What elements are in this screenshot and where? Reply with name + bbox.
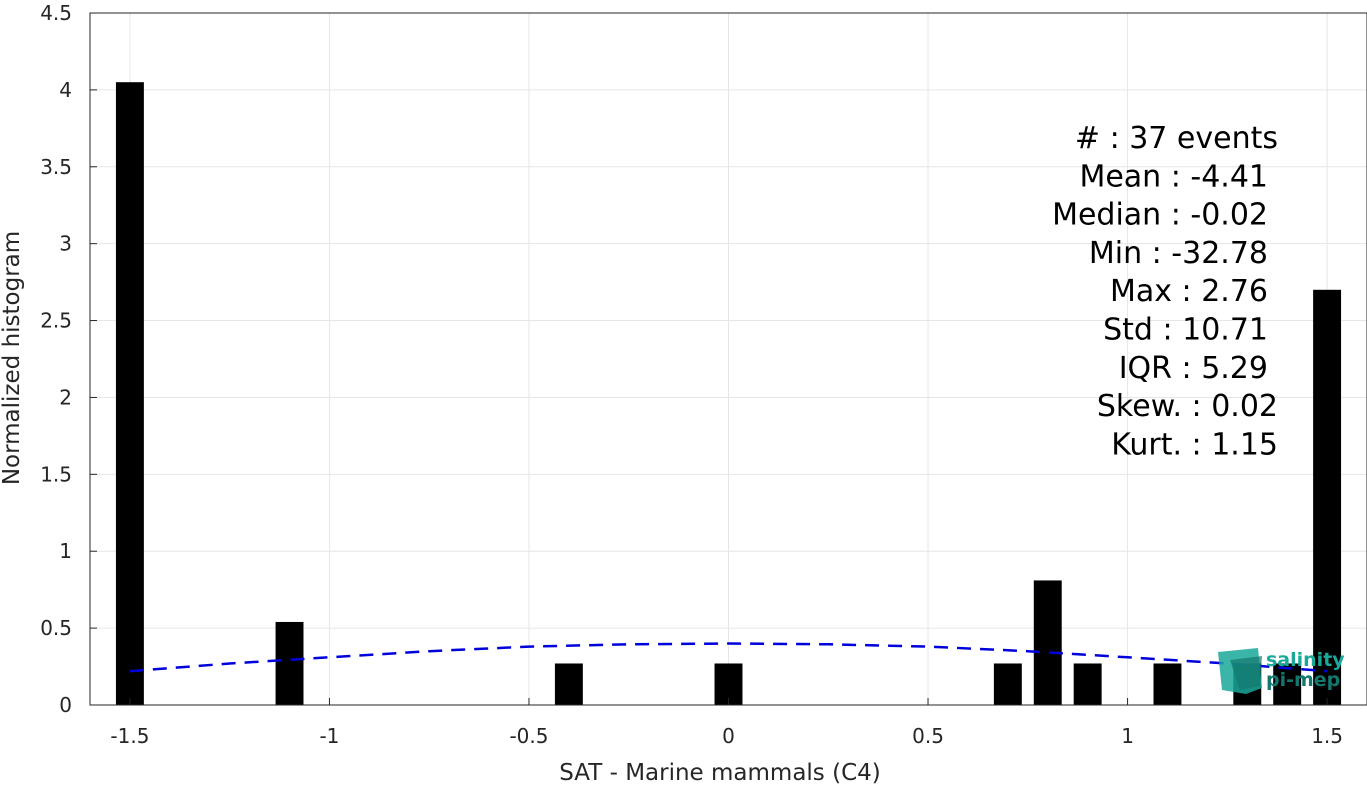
bars: [115, 82, 1342, 705]
stats-line: Skew. : 0.02: [1097, 389, 1278, 424]
x-tick-label: -1: [319, 724, 339, 748]
y-tick-label: 1.5: [40, 462, 72, 486]
y-tick-label: 1: [59, 539, 72, 563]
histogram-bar: [1073, 663, 1102, 705]
x-tick-label: 1.5: [1311, 724, 1343, 748]
stats-line: Max : 2.76: [1110, 274, 1268, 309]
histogram-bar: [275, 621, 304, 705]
x-tick-label: 1: [1121, 724, 1134, 748]
y-axis-label: Normalized histogram: [0, 231, 25, 485]
stats-line: Kurt. : 1.15: [1111, 427, 1278, 462]
y-tick-label: 0.5: [40, 616, 72, 640]
y-tick-label: 3: [59, 232, 72, 256]
logo-text-line2: pi-mep: [1266, 669, 1340, 691]
fit-curve: [129, 642, 1328, 673]
x-tick-label: 0: [722, 724, 735, 748]
histogram-bar: [554, 663, 583, 705]
histogram-bar: [1313, 289, 1342, 705]
logo-shape-icon-shadow: [1230, 656, 1262, 690]
y-tick-label: 4: [59, 78, 72, 102]
stats-line: Median : -0.02: [1052, 198, 1268, 233]
y-tick-label: 0: [59, 693, 72, 717]
x-ticks: -1.5 -1 -0.5 0 0.5 1 1.5: [110, 698, 1343, 748]
stats-line: IQR : 5.29: [1119, 351, 1268, 386]
histogram-bar: [1273, 663, 1302, 705]
histogram-bar: [993, 663, 1022, 705]
y-ticks: 0 0.5 1 1.5 2 2.5 3 3.5 4 4.5: [40, 1, 97, 717]
x-tick-label: 0.5: [912, 724, 944, 748]
histogram-bar: [1153, 663, 1182, 705]
stats-line: Std : 10.71: [1103, 313, 1268, 348]
y-tick-label: 4.5: [40, 1, 72, 25]
stats-line: Min : -32.78: [1089, 236, 1268, 271]
stats-line: Mean : -4.41: [1079, 159, 1268, 194]
x-tick-label: -1.5: [110, 724, 149, 748]
y-tick-label: 2.5: [40, 309, 72, 333]
histogram-bar: [115, 82, 144, 705]
x-axis-label: SAT - Marine mammals (C4): [559, 760, 881, 785]
stats-line: # : 37 events: [1075, 121, 1278, 156]
x-tick-label: -0.5: [509, 724, 548, 748]
logo-text-line1: salinity: [1266, 649, 1345, 671]
salinity-pimep-logo: salinity pi-mep: [1218, 648, 1345, 694]
y-tick-label: 2: [59, 385, 72, 409]
histogram-bar: [1033, 580, 1062, 705]
y-tick-label: 3.5: [40, 155, 72, 179]
